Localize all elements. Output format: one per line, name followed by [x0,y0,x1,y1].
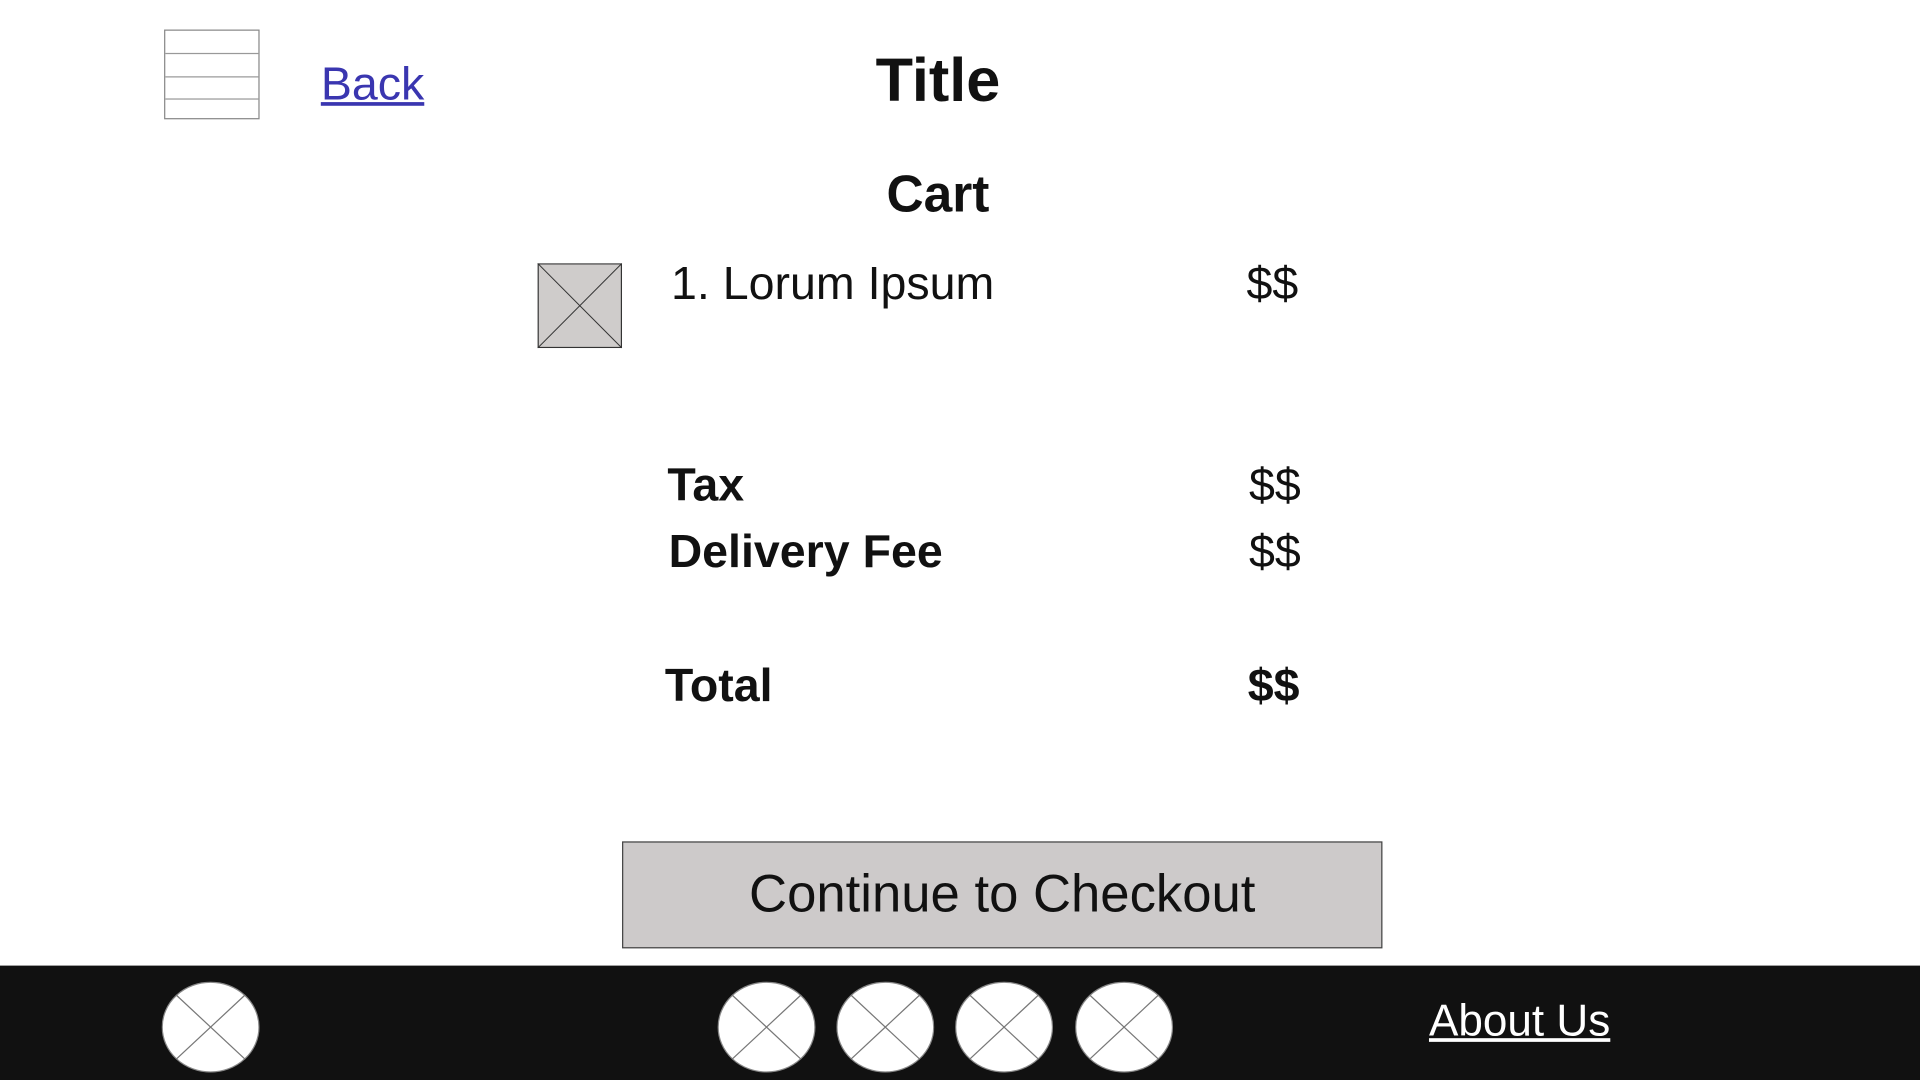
total-value: $$ [1247,660,1300,713]
footer: About Us [0,965,1920,1080]
total-label: Total [664,660,773,713]
cart-heading: Cart [886,164,990,223]
tax-value: $$ [1248,460,1301,512]
cart-item-price: $$ [1246,258,1299,310]
hamburger-menu-icon[interactable] [164,29,260,120]
footer-icon-5[interactable] [1075,981,1174,1073]
footer-icon-4[interactable] [955,981,1054,1073]
image-placeholder-icon [537,263,623,349]
footer-icon-1[interactable] [161,981,260,1073]
page-title: Title [875,45,1001,115]
footer-icon-2[interactable] [717,981,816,1073]
footer-icon-3[interactable] [836,981,935,1073]
cart-item-name: 1. Lorum Ipsum [671,258,995,310]
continue-to-checkout-button[interactable]: Continue to Checkout [622,841,1383,949]
back-link[interactable]: Back [320,59,425,111]
delivery-fee-label: Delivery Fee [668,526,943,579]
about-us-link[interactable]: About Us [1428,995,1611,1046]
delivery-fee-value: $$ [1248,526,1301,579]
tax-label: Tax [667,460,745,512]
